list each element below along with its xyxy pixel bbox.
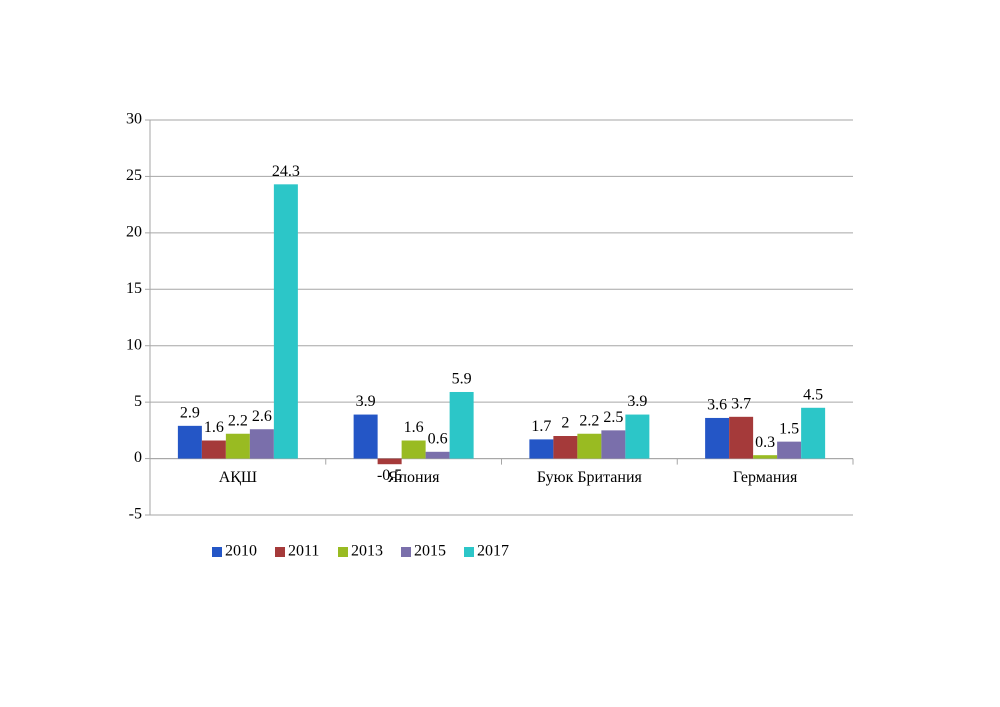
bar [449,391,474,459]
value-label: 2 [561,415,569,432]
value-label: 0.3 [755,434,775,451]
y-tick-label: 30 [126,111,142,128]
value-label: 2.5 [603,409,623,426]
y-tick-label: 25 [126,167,142,184]
bar [273,184,298,459]
value-label: 1.7 [531,418,551,435]
y-tick-label: 10 [126,336,142,353]
value-label: 3.9 [627,393,647,410]
x-tick-label: Япония [388,469,440,486]
bar [225,433,250,459]
legend-swatch [212,547,222,557]
legend-swatch [401,547,411,557]
y-tick-label: 15 [126,280,142,297]
legend-label: 2015 [414,543,446,560]
legend-swatch [275,547,285,557]
y-tick-label: 20 [126,224,142,241]
legend-swatch [464,547,474,557]
legend-swatch [338,547,348,557]
value-label: 3.9 [356,393,376,410]
legend-label: 2010 [225,543,257,560]
value-label: 2.2 [579,412,599,429]
bar [553,436,578,459]
y-tick-label: 5 [134,393,142,410]
bar [705,417,730,459]
bar [577,433,602,459]
bar [425,451,450,459]
x-tick-label: Германия [733,469,798,486]
value-label: 2.9 [180,405,200,422]
value-label: 1.6 [204,419,224,436]
value-label: 2.6 [252,408,272,425]
bar [729,416,754,459]
bar [177,425,202,459]
value-label: 0.6 [428,430,448,447]
value-label: -0.5 [377,467,402,484]
bar [401,440,426,459]
value-label: 5.9 [452,371,472,388]
value-label: 1.6 [404,419,424,436]
y-tick-label: -5 [129,506,142,523]
value-label: 3.6 [707,397,727,414]
x-tick-label: АҚШ [219,469,257,486]
value-label: 1.5 [779,420,799,437]
legend-label: 2013 [351,543,383,560]
bar [201,440,226,459]
bar [377,458,402,465]
value-label: 24.3 [272,163,300,180]
bar [353,414,378,459]
x-tick-label: Буюк Британия [537,469,643,486]
bar [601,430,626,459]
y-tick-label: 0 [134,449,142,466]
bar [753,455,778,459]
bar [249,429,274,459]
value-label: 4.5 [803,386,823,403]
legend-label: 2017 [477,543,509,560]
value-label: 2.2 [228,412,248,429]
bar [801,407,826,459]
bar [529,439,554,459]
bar [625,414,650,459]
bar [777,441,802,459]
legend-label: 2011 [288,543,319,560]
value-label: 3.7 [731,395,751,412]
